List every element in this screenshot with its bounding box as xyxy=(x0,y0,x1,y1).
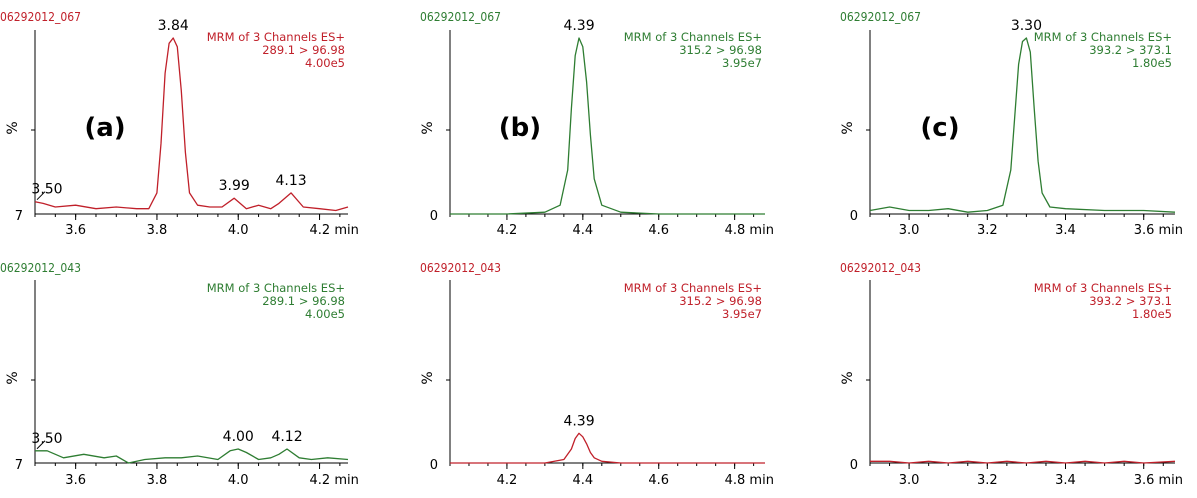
peak-label: 3.99 xyxy=(219,178,250,194)
panel-label: (a) xyxy=(84,113,125,143)
x-tick-label: 3.4 xyxy=(1055,473,1076,488)
chromatogram-panel-c-top: 06292012_067 MRM of 3 Channels ES+393.2 >… xyxy=(840,10,1183,238)
x-tick-label: 3.0 xyxy=(899,223,920,238)
y-axis-bottom-label: 0 xyxy=(430,458,438,473)
peak-label: 4.00 xyxy=(223,429,254,445)
x-tick-label: 3.6 min xyxy=(1134,223,1183,238)
chromatogram-trace xyxy=(869,37,1176,213)
x-tick-label: 4.0 xyxy=(228,473,249,488)
x-tick-label: 4.4 xyxy=(572,473,593,488)
channel-info-line: 315.2 > 96.98 xyxy=(679,294,762,308)
sample-id-label: 06292012_067 xyxy=(840,10,921,24)
x-tick-label: 3.2 xyxy=(977,473,998,488)
channel-info-line: 4.00e5 xyxy=(305,307,345,321)
x-tick-label: 3.8 xyxy=(147,223,168,238)
peak-label: 3.50 xyxy=(31,182,62,198)
channel-info-line: 3.95e7 xyxy=(722,307,762,321)
y-axis-label: % xyxy=(840,121,856,134)
x-tick-label: 4.6 xyxy=(648,223,669,238)
y-axis-bottom-label: 7 xyxy=(15,458,23,473)
panel-label: (b) xyxy=(499,113,541,143)
chromatogram-panel-c-bottom: 06292012_043 MRM of 3 Channels ES+393.2 >… xyxy=(840,261,1183,488)
chromatogram-trace xyxy=(34,37,349,212)
channel-info-line: 4.00e5 xyxy=(305,56,345,70)
peak-label: 4.13 xyxy=(276,173,307,189)
x-tick-label: 3.4 xyxy=(1055,223,1076,238)
x-tick-label: 3.6 xyxy=(65,473,86,488)
peak-label: 4.39 xyxy=(563,18,594,34)
channel-info-line: 289.1 > 96.98 xyxy=(262,294,345,308)
sample-id-label: 06292012_043 xyxy=(840,261,921,275)
channel-info-line: 3.95e7 xyxy=(722,56,762,70)
channel-info-line: 393.2 > 373.1 xyxy=(1089,294,1172,308)
channel-info-line: 1.80e5 xyxy=(1132,307,1172,321)
y-axis-bottom-label: 0 xyxy=(850,209,858,224)
x-tick-label: 4.4 xyxy=(572,223,593,238)
y-axis-label: % xyxy=(840,371,856,384)
x-tick-label: 4.2 xyxy=(497,223,518,238)
channel-info-line: MRM of 3 Channels ES+ xyxy=(207,281,345,295)
x-tick-label: 4.8 min xyxy=(725,473,774,488)
peak-label-leader xyxy=(36,191,46,201)
peak-label: 4.39 xyxy=(563,413,594,429)
sample-id-label: 06292012_067 xyxy=(0,10,81,24)
channel-info-line: MRM of 3 Channels ES+ xyxy=(1034,281,1172,295)
x-tick-label: 4.2 xyxy=(497,473,518,488)
peak-label: 3.50 xyxy=(31,431,62,447)
chromatogram-trace xyxy=(450,37,765,215)
peak-label: 4.12 xyxy=(271,429,302,445)
channel-info-line: MRM of 3 Channels ES+ xyxy=(1034,30,1172,44)
chromatogram-trace xyxy=(450,432,765,464)
channel-info-line: 315.2 > 96.98 xyxy=(679,43,762,57)
chromatogram-trace xyxy=(870,460,1176,464)
peak-label: 3.84 xyxy=(158,18,189,34)
channel-info-line: MRM of 3 Channels ES+ xyxy=(207,30,345,44)
y-axis-bottom-label: 0 xyxy=(850,458,858,473)
x-tick-label: 4.2 min xyxy=(310,223,359,238)
x-tick-label: 4.6 xyxy=(648,473,669,488)
chromatogram-panel-a-top: 06292012_067 MRM of 3 Channels ES+289.1 >… xyxy=(0,10,359,238)
chromatogram-panel-b-bottom: 06292012_043 MRM of 3 Channels ES+315.2 >… xyxy=(420,261,774,488)
channel-info-line: 289.1 > 96.98 xyxy=(262,43,345,57)
y-axis-bottom-label: 7 xyxy=(15,209,23,224)
sample-id-label: 06292012_043 xyxy=(420,261,501,275)
peak-label: 3.30 xyxy=(1011,18,1042,34)
channel-info-line: 393.2 > 373.1 xyxy=(1089,43,1172,57)
x-tick-label: 3.6 xyxy=(65,223,86,238)
y-axis-bottom-label: 0 xyxy=(430,209,438,224)
sample-id-label: 06292012_067 xyxy=(420,10,501,24)
channel-info-line: MRM of 3 Channels ES+ xyxy=(624,30,762,44)
sample-id-label: 06292012_043 xyxy=(0,261,81,275)
chromatogram-panel-b-top: 06292012_067 MRM of 3 Channels ES+315.2 >… xyxy=(420,10,774,238)
channel-info-line: 1.80e5 xyxy=(1132,56,1172,70)
x-tick-label: 3.6 min xyxy=(1134,473,1183,488)
x-tick-label: 3.2 xyxy=(977,223,998,238)
x-tick-label: 3.8 xyxy=(147,473,168,488)
y-axis-label: % xyxy=(5,121,21,134)
y-axis-label: % xyxy=(5,371,21,384)
panel-label: (c) xyxy=(920,113,959,143)
peak-label-leader xyxy=(36,440,46,450)
chromatogram-panel-a-bottom: 06292012_043 MRM of 3 Channels ES+289.1 >… xyxy=(0,261,359,488)
y-axis-label: % xyxy=(420,121,436,134)
x-tick-label: 3.0 xyxy=(899,473,920,488)
x-tick-label: 4.8 min xyxy=(725,223,774,238)
x-tick-label: 4.2 min xyxy=(310,473,359,488)
y-axis-label: % xyxy=(420,371,436,384)
chromatogram-trace xyxy=(35,448,349,464)
channel-info-line: MRM of 3 Channels ES+ xyxy=(624,281,762,295)
x-tick-label: 4.0 xyxy=(228,223,249,238)
